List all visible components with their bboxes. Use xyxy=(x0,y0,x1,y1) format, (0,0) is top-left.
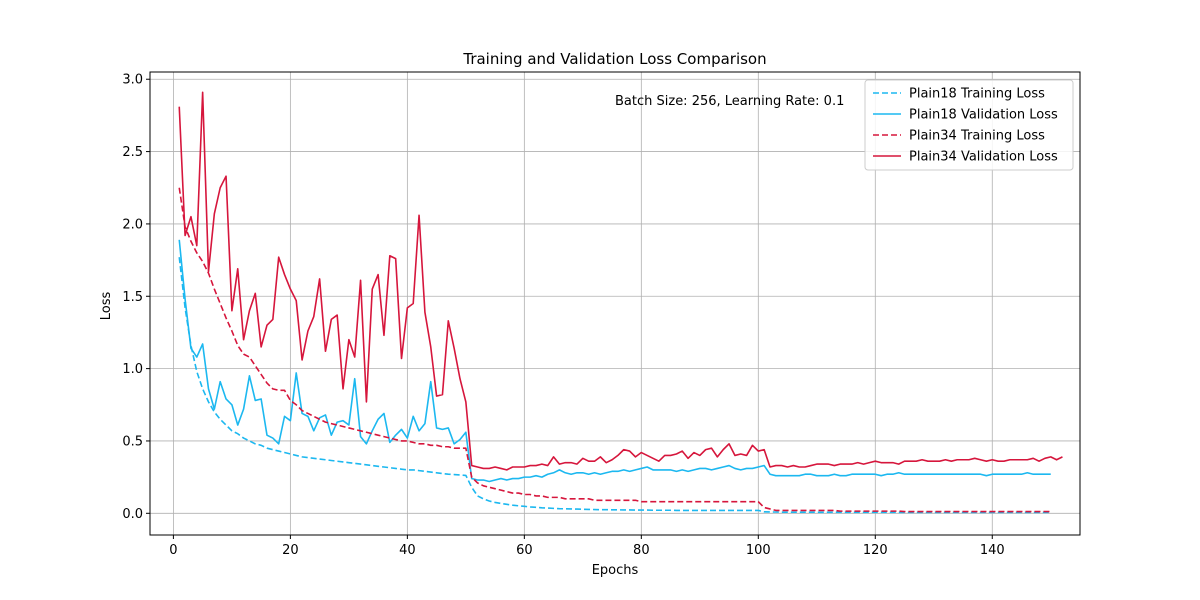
x-tick-label: 80 xyxy=(633,543,650,558)
plot-frame xyxy=(149,71,1081,536)
x-tick-label: 40 xyxy=(399,543,416,558)
y-tick-label: 0.5 xyxy=(122,434,143,449)
x-axis-label: Epochs xyxy=(592,563,639,578)
y-tick-label: 0.0 xyxy=(122,507,143,522)
x-tick-label: 100 xyxy=(746,543,771,558)
legend-box xyxy=(864,79,1074,171)
series-line-plain18-validation-loss xyxy=(178,239,1051,483)
annotation-text: Batch Size: 256, Learning Rate: 0.1 xyxy=(615,94,844,109)
legend-label-plain34-training-loss: Plain34 Training Loss xyxy=(909,129,1045,144)
series-line-plain34-validation-loss xyxy=(178,91,1063,471)
y-tick-label: 1.5 xyxy=(122,290,143,305)
y-axis-label: Loss xyxy=(99,292,114,321)
x-tick-label: 60 xyxy=(516,543,533,558)
x-tick-label: 20 xyxy=(282,543,299,558)
legend-label-plain18-validation-loss: Plain18 Validation Loss xyxy=(909,108,1058,123)
x-tick-label: 120 xyxy=(863,543,888,558)
legend: Plain18 Training Loss Plain18 Validation … xyxy=(864,79,1074,171)
ticks: 0 20 40 60 80 100 120 140 0.0 0.5 1.0 1.5 2.0 2.5 3.0 xyxy=(122,73,1004,558)
chart-title: Training and Validation Loss Comparison xyxy=(462,50,766,68)
x-tick-label: 0 xyxy=(169,543,177,558)
legend-label-plain18-training-loss: Plain18 Training Loss xyxy=(909,87,1045,102)
series-layer xyxy=(178,91,1063,514)
legend-label-plain34-validation-loss: Plain34 Validation Loss xyxy=(909,150,1058,165)
y-tick-label: 1.0 xyxy=(122,362,143,377)
x-tick-label: 140 xyxy=(980,543,1005,558)
y-tick-label: 3.0 xyxy=(122,73,143,88)
series-line-plain18-training-loss xyxy=(178,257,1051,514)
series-line-plain34-training-loss xyxy=(178,187,1051,513)
y-tick-label: 2.0 xyxy=(122,217,143,232)
y-tick-label: 2.5 xyxy=(122,145,143,160)
